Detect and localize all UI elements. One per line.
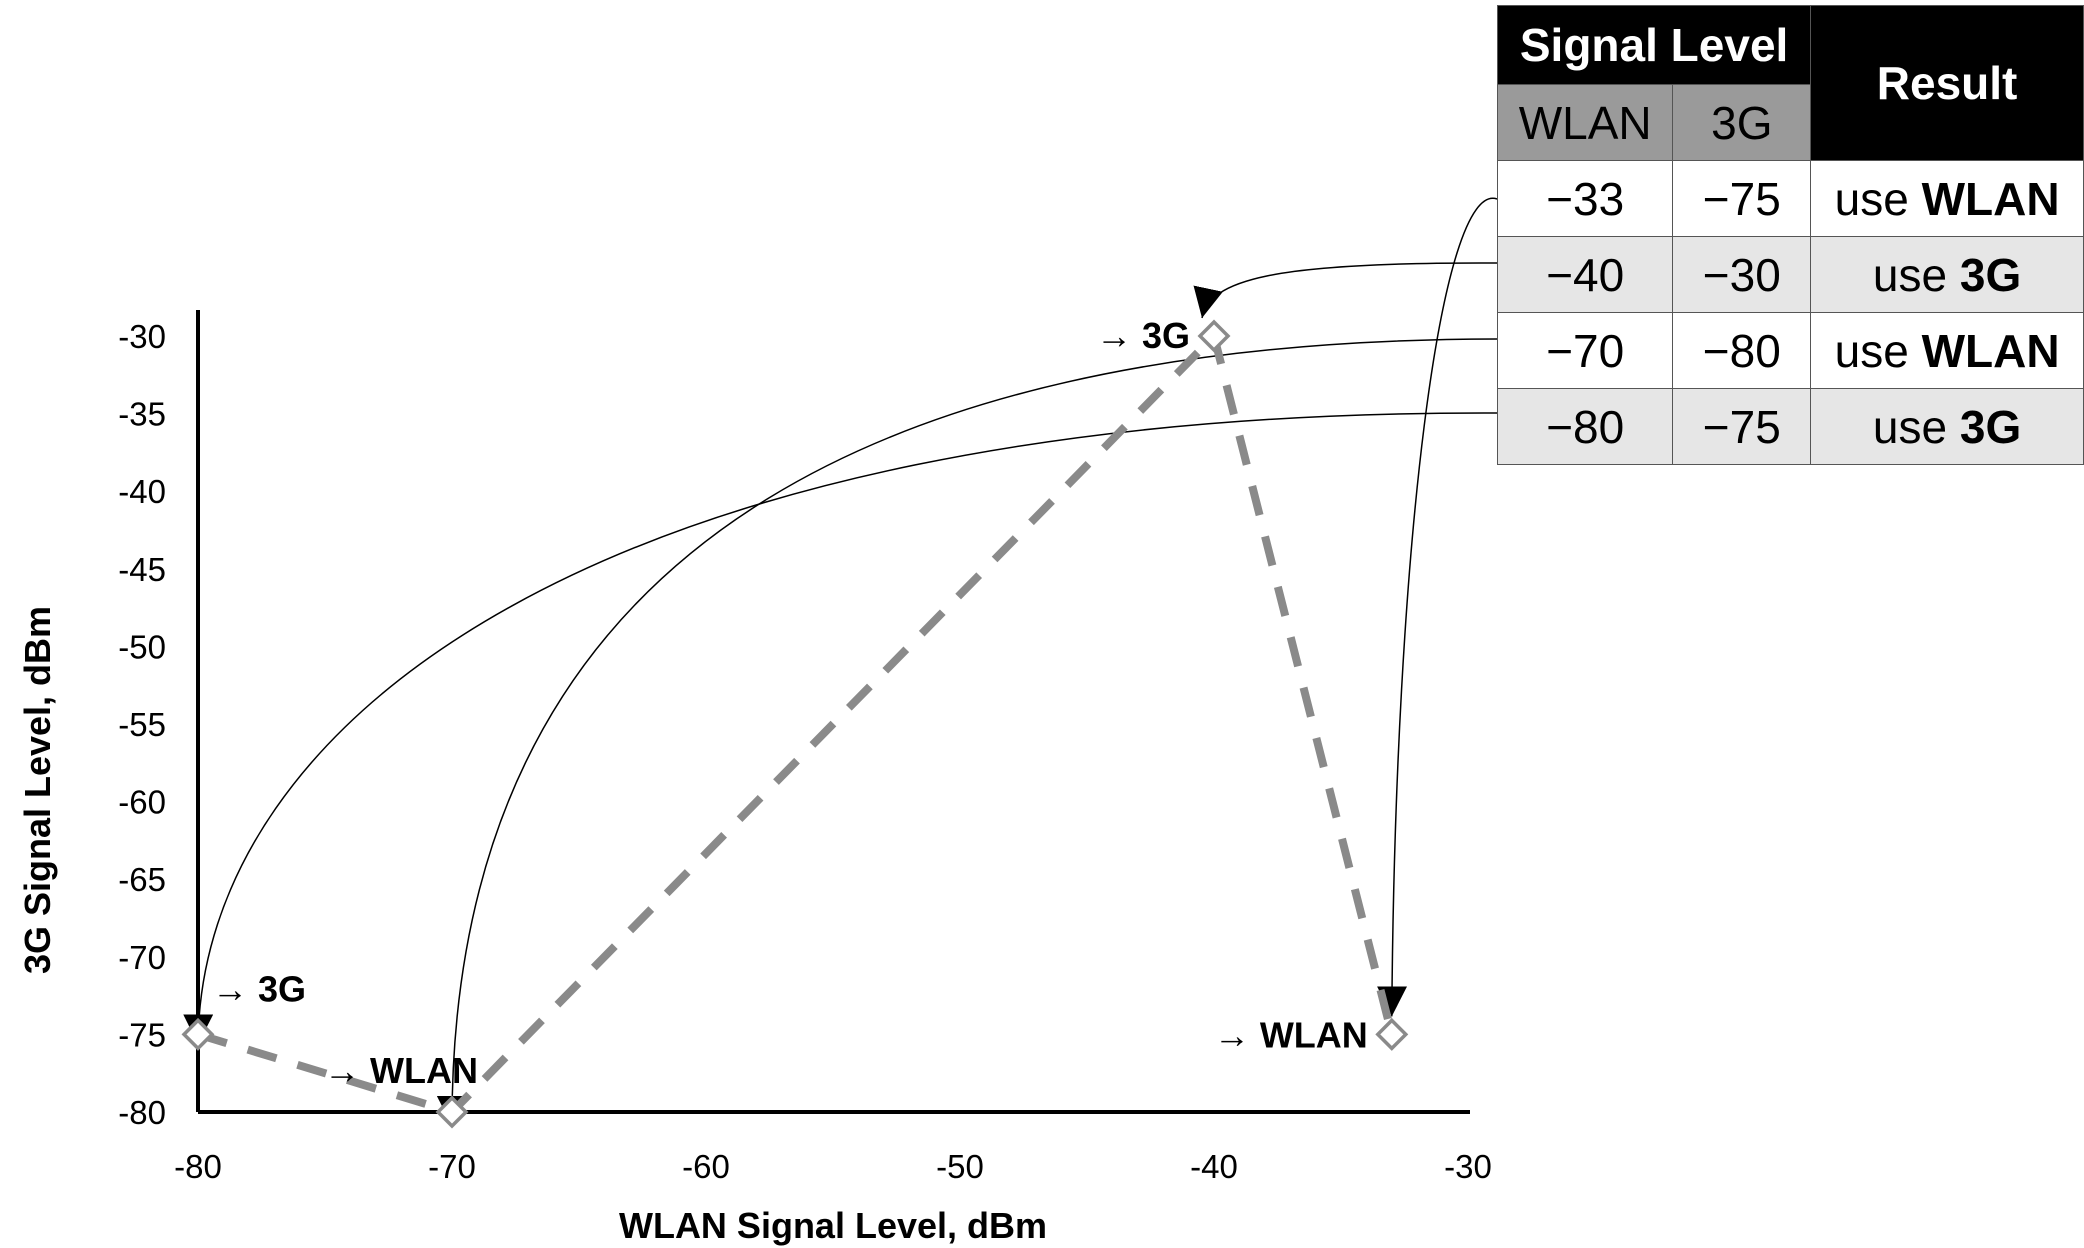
cell-wlan: −70 (1496, 312, 1674, 389)
x-tick-label: -80 (174, 1148, 222, 1185)
y-tick-label: -60 (118, 784, 166, 821)
header-result: Result (1810, 5, 2084, 161)
connector-arrows (183, 197, 1498, 1127)
y-tick-label: -45 (118, 551, 166, 588)
y-tick-label: -80 (118, 1094, 166, 1131)
table-row: −80 −75 use 3G (1496, 388, 2084, 465)
header-3g: 3G (1672, 84, 1812, 161)
cell-3g: −80 (1672, 312, 1812, 389)
y-tick-label: -30 (118, 318, 166, 355)
cell-3g: −75 (1672, 160, 1812, 237)
connector-arrow (183, 412, 1498, 1045)
data-point-marker (1375, 1017, 1409, 1051)
series-line (196, 328, 1396, 1117)
cell-result: use 3G (1810, 388, 2084, 465)
point-label: → 3G (1096, 315, 1190, 356)
x-tick-label: -50 (936, 1148, 984, 1185)
data-point-marker (181, 1017, 215, 1051)
x-tick-label: -30 (1444, 1148, 1492, 1185)
cell-wlan: −80 (1496, 388, 1674, 465)
connector-arrow (1377, 197, 1498, 1017)
header-wlan: WLAN (1496, 84, 1674, 161)
x-tick-label: -70 (428, 1148, 476, 1185)
x-tick-label: -40 (1190, 1148, 1238, 1185)
cell-result: use WLAN (1810, 312, 2084, 389)
cell-result: use 3G (1810, 236, 2084, 313)
chart-axes: -30 -35 -40 -45 -50 -55 -60 -65 -70 -75 -80-80 -70 -… (17, 310, 1492, 1246)
data-series (181, 319, 1409, 1129)
x-axis-title: WLAN Signal Level, dBm (619, 1205, 1047, 1246)
y-axis-title: 3G Signal Level, dBm (17, 606, 58, 974)
y-tick-label: -75 (118, 1016, 166, 1053)
point-labels: → 3G → WLAN → 3G → WLAN (212, 315, 1368, 1091)
y-tick-label: -40 (118, 473, 166, 510)
y-tick-label: -50 (118, 628, 166, 665)
table-row: −40 −30 use 3G (1496, 236, 2084, 313)
connector-arrow (436, 338, 1498, 1127)
point-label: → WLAN (324, 1050, 478, 1091)
x-tick-label: -60 (682, 1148, 730, 1185)
cell-wlan: −33 (1496, 160, 1674, 237)
y-tick-label: -65 (118, 861, 166, 898)
cell-wlan: −40 (1496, 236, 1674, 313)
result-table: Signal Level Result WLAN 3G −33 −75 use … (1496, 5, 2084, 465)
y-tick-label: -55 (118, 706, 166, 743)
y-tick-label: -70 (118, 939, 166, 976)
y-tick-label: -35 (118, 396, 166, 433)
point-label: → 3G (212, 968, 306, 1009)
cell-3g: −30 (1672, 236, 1812, 313)
header-signal-level: Signal Level (1496, 5, 1812, 85)
point-label: → WLAN (1214, 1014, 1368, 1055)
data-point-marker (435, 1095, 469, 1129)
cell-result: use WLAN (1810, 160, 2084, 237)
cell-3g: −75 (1672, 388, 1812, 465)
data-point-marker (1197, 319, 1231, 353)
connector-arrow (1193, 262, 1498, 319)
table-row: −33 −75 use WLAN (1496, 160, 2084, 237)
table-row: −70 −80 use WLAN (1496, 312, 2084, 389)
